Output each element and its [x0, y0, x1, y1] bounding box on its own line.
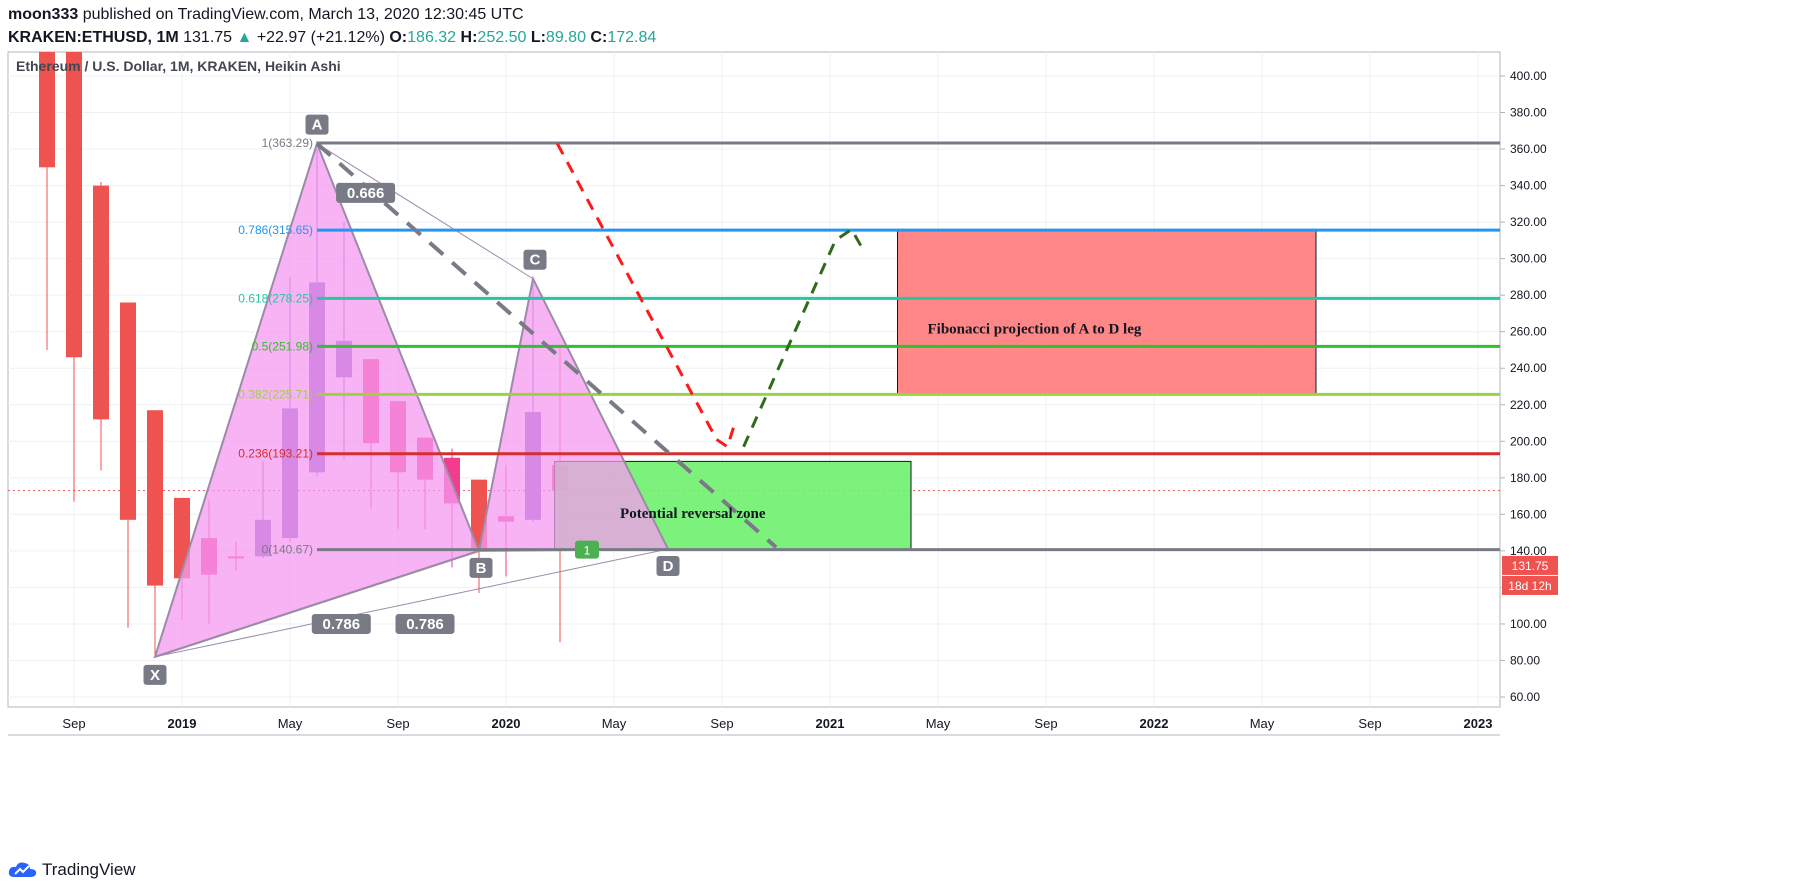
symbol-label[interactable]: KRAKEN:ETHUSD, 1M — [8, 29, 179, 46]
x-tick-label: 2019 — [168, 716, 197, 731]
x-tick-label: Sep — [710, 716, 733, 731]
x-tick-label: 2022 — [1140, 716, 1169, 731]
high-label: H: — [460, 29, 478, 46]
alert-badge-bg[interactable] — [575, 540, 599, 559]
y-tick-label: 200.00 — [1510, 434, 1547, 448]
x-tick-label: May — [926, 716, 951, 731]
projection-path-red — [555, 142, 718, 441]
y-tick-label: 320.00 — [1510, 215, 1547, 229]
fib-level-label: 0.236(193.21) — [238, 447, 313, 461]
y-tick-label: 80.00 — [1510, 653, 1540, 667]
fib-level-label: 0.382(225.71) — [238, 387, 313, 401]
countdown-tag — [1502, 575, 1558, 595]
tradingview-logo[interactable]: TradingView — [8, 860, 136, 880]
pattern-point-d: D — [663, 558, 674, 575]
current-price-label: 131.75 — [1512, 559, 1549, 573]
zone-label-projection: Fibonacci projection of A to D leg — [928, 322, 1142, 338]
tradingview-cloud-icon — [8, 862, 37, 877]
pattern-point-x-bg — [143, 664, 167, 685]
y-tick-label: 400.00 — [1510, 69, 1547, 83]
candle-body[interactable] — [93, 185, 109, 420]
chart-title: Ethereum / U.S. Dollar, 1M, KRAKEN, Heik… — [16, 58, 341, 74]
y-tick-label: 160.00 — [1510, 507, 1547, 521]
pattern-line-ac — [316, 143, 534, 280]
low-label: L: — [530, 29, 546, 46]
pattern-line-xb — [154, 549, 480, 658]
y-tick-label: 260.00 — [1510, 325, 1547, 339]
fib-level-label: 0.618(278.25) — [238, 291, 313, 305]
x-tick-label: 2020 — [492, 716, 521, 731]
dashed-line-a-to-d — [315, 142, 778, 549]
projection-path-green — [742, 227, 867, 448]
x-tick-label: Sep — [1358, 716, 1381, 731]
ratio-label-xd-bg — [395, 613, 455, 634]
ratio-label-ac: 0.666 — [347, 185, 385, 202]
pattern-point-a: A — [312, 117, 323, 134]
x-tick-label: 2021 — [816, 716, 845, 731]
x-tick-label: Sep — [1034, 716, 1057, 731]
pattern-point-c-bg — [523, 249, 547, 270]
fib-level-label: 1(363.29) — [262, 136, 313, 150]
x-tick-label: May — [1250, 716, 1275, 731]
alert-badge: 1 — [584, 544, 591, 558]
published-text: published on TradingView.com, March 13, … — [82, 6, 524, 23]
pattern-point-a-bg — [305, 114, 329, 135]
y-tick-label: 360.00 — [1510, 142, 1547, 156]
up-arrow-icon: ▲ — [236, 29, 253, 46]
pattern-point-b-bg — [469, 557, 493, 578]
pattern-line-xd — [154, 548, 669, 658]
author-name[interactable]: moon333 — [8, 6, 79, 23]
close-label: C: — [590, 29, 608, 46]
high-value: 252.50 — [477, 29, 527, 46]
low-value: 89.80 — [545, 29, 586, 46]
y-tick-label: 380.00 — [1510, 106, 1547, 120]
publish-info: moon333 published on TradingView.com, Ma… — [8, 6, 524, 24]
y-tick-label: 340.00 — [1510, 179, 1547, 193]
candle-body[interactable] — [66, 49, 82, 358]
last-price: 131.75 — [183, 29, 233, 46]
ratio-label-ac-bg — [336, 182, 396, 203]
y-tick-label: 240.00 — [1510, 361, 1547, 375]
x-tick-label: May — [602, 716, 627, 731]
candle-body[interactable] — [147, 410, 163, 586]
fib-level-label: 0.786(315.65) — [238, 223, 313, 237]
ratio-label-xb: 0.786 — [323, 616, 361, 633]
y-tick-label: 180.00 — [1510, 471, 1547, 485]
x-tick-label: Sep — [386, 716, 409, 731]
plot-content: 1(363.29) 0.786(315.65) 0.618(278.25) 0.5(2… — [8, 0, 1500, 659]
ratio-label-xd: 0.786 — [406, 616, 444, 633]
pattern-point-b: B — [476, 560, 487, 577]
open-label: O: — [389, 29, 408, 46]
y-tick-label: 60.00 — [1510, 690, 1540, 704]
pattern-point-c: C — [530, 252, 541, 269]
ratio-label-xb-bg — [311, 613, 371, 634]
zone-label-reversal: Potential reversal zone — [620, 506, 766, 522]
y-tick-label: 100.00 — [1510, 617, 1547, 631]
y-tick-label: 140.00 — [1510, 544, 1547, 558]
x-tick-label: Sep — [62, 716, 85, 731]
pattern-point-d-bg — [656, 556, 680, 577]
open-value: 186.32 — [407, 29, 457, 46]
symbol-bar: KRAKEN:ETHUSD, 1M 131.75 ▲ +22.97 (+21.1… — [8, 29, 656, 47]
footer-brand: TradingView — [42, 860, 136, 879]
x-tick-label: 2023 — [1464, 716, 1493, 731]
close-value: 172.84 — [607, 29, 657, 46]
projection-path-red-hook — [715, 420, 737, 450]
candle-body[interactable] — [120, 302, 136, 520]
price-change: +22.97 (+21.12%) — [256, 29, 385, 46]
x-tick-label: May — [278, 716, 303, 731]
countdown-label: 18d 12h — [1508, 579, 1551, 593]
y-tick-label: 220.00 — [1510, 398, 1547, 412]
current-price-tag — [1502, 555, 1558, 575]
y-tick-label: 300.00 — [1510, 252, 1547, 266]
fibonacci-projection-zone[interactable] — [897, 228, 1317, 395]
candle-body[interactable] — [39, 0, 55, 168]
y-tick-label: 280.00 — [1510, 288, 1547, 302]
fib-level-label: 0(140.67) — [262, 543, 313, 557]
fib-level-label: 0.5(251.98) — [252, 339, 313, 353]
pattern-point-x: X — [150, 667, 160, 684]
